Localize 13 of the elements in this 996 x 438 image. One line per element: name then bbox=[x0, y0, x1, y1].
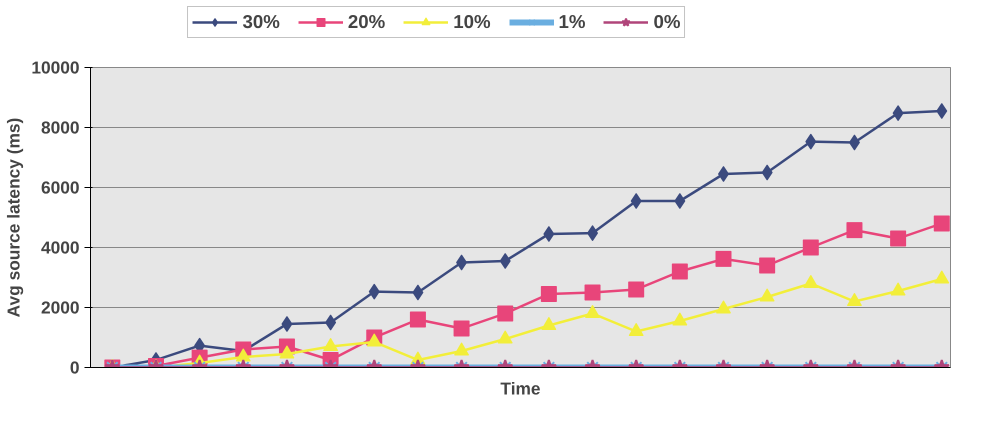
y-tick-label: 2000 bbox=[40, 298, 80, 318]
y-axis-title: Avg source latency (ms) bbox=[3, 118, 24, 318]
legend-label: 10% bbox=[453, 11, 491, 33]
legend-label: 0% bbox=[654, 11, 680, 33]
y-tick-label: 8000 bbox=[40, 118, 80, 138]
y-tick-label: 6000 bbox=[40, 178, 80, 198]
x-axis-title: Time bbox=[500, 378, 541, 398]
legend-label: 1% bbox=[558, 11, 586, 33]
y-tick-label: 0 bbox=[70, 358, 80, 378]
legend-label: 20% bbox=[348, 11, 386, 33]
y-tick-label: 10000 bbox=[31, 58, 80, 78]
y-tick-label: 4000 bbox=[40, 238, 80, 258]
legend-label: 30% bbox=[242, 11, 280, 33]
